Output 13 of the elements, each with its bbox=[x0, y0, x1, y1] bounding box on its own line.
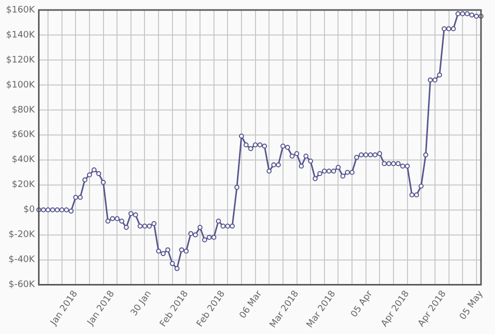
y-tick-label: $120K bbox=[6, 55, 36, 66]
y-tick-label: $100K bbox=[6, 80, 36, 90]
y-tick-label: $20K bbox=[12, 180, 36, 190]
y-tick-label: $0 bbox=[23, 205, 36, 216]
y-tick-label: $80K bbox=[12, 105, 36, 116]
y-tick-label: $60K bbox=[12, 130, 36, 140]
y-tick-label: $40K bbox=[12, 155, 36, 166]
y-tick-label: $-40K bbox=[8, 255, 36, 266]
y-tick-label: $140K bbox=[6, 30, 36, 40]
y-tick-label: $160K bbox=[6, 5, 36, 16]
x-tick-label: 30 Jan bbox=[129, 289, 154, 318]
y-tick-label: $-20K bbox=[8, 230, 36, 240]
y-tick-label: $-60K bbox=[8, 280, 36, 290]
